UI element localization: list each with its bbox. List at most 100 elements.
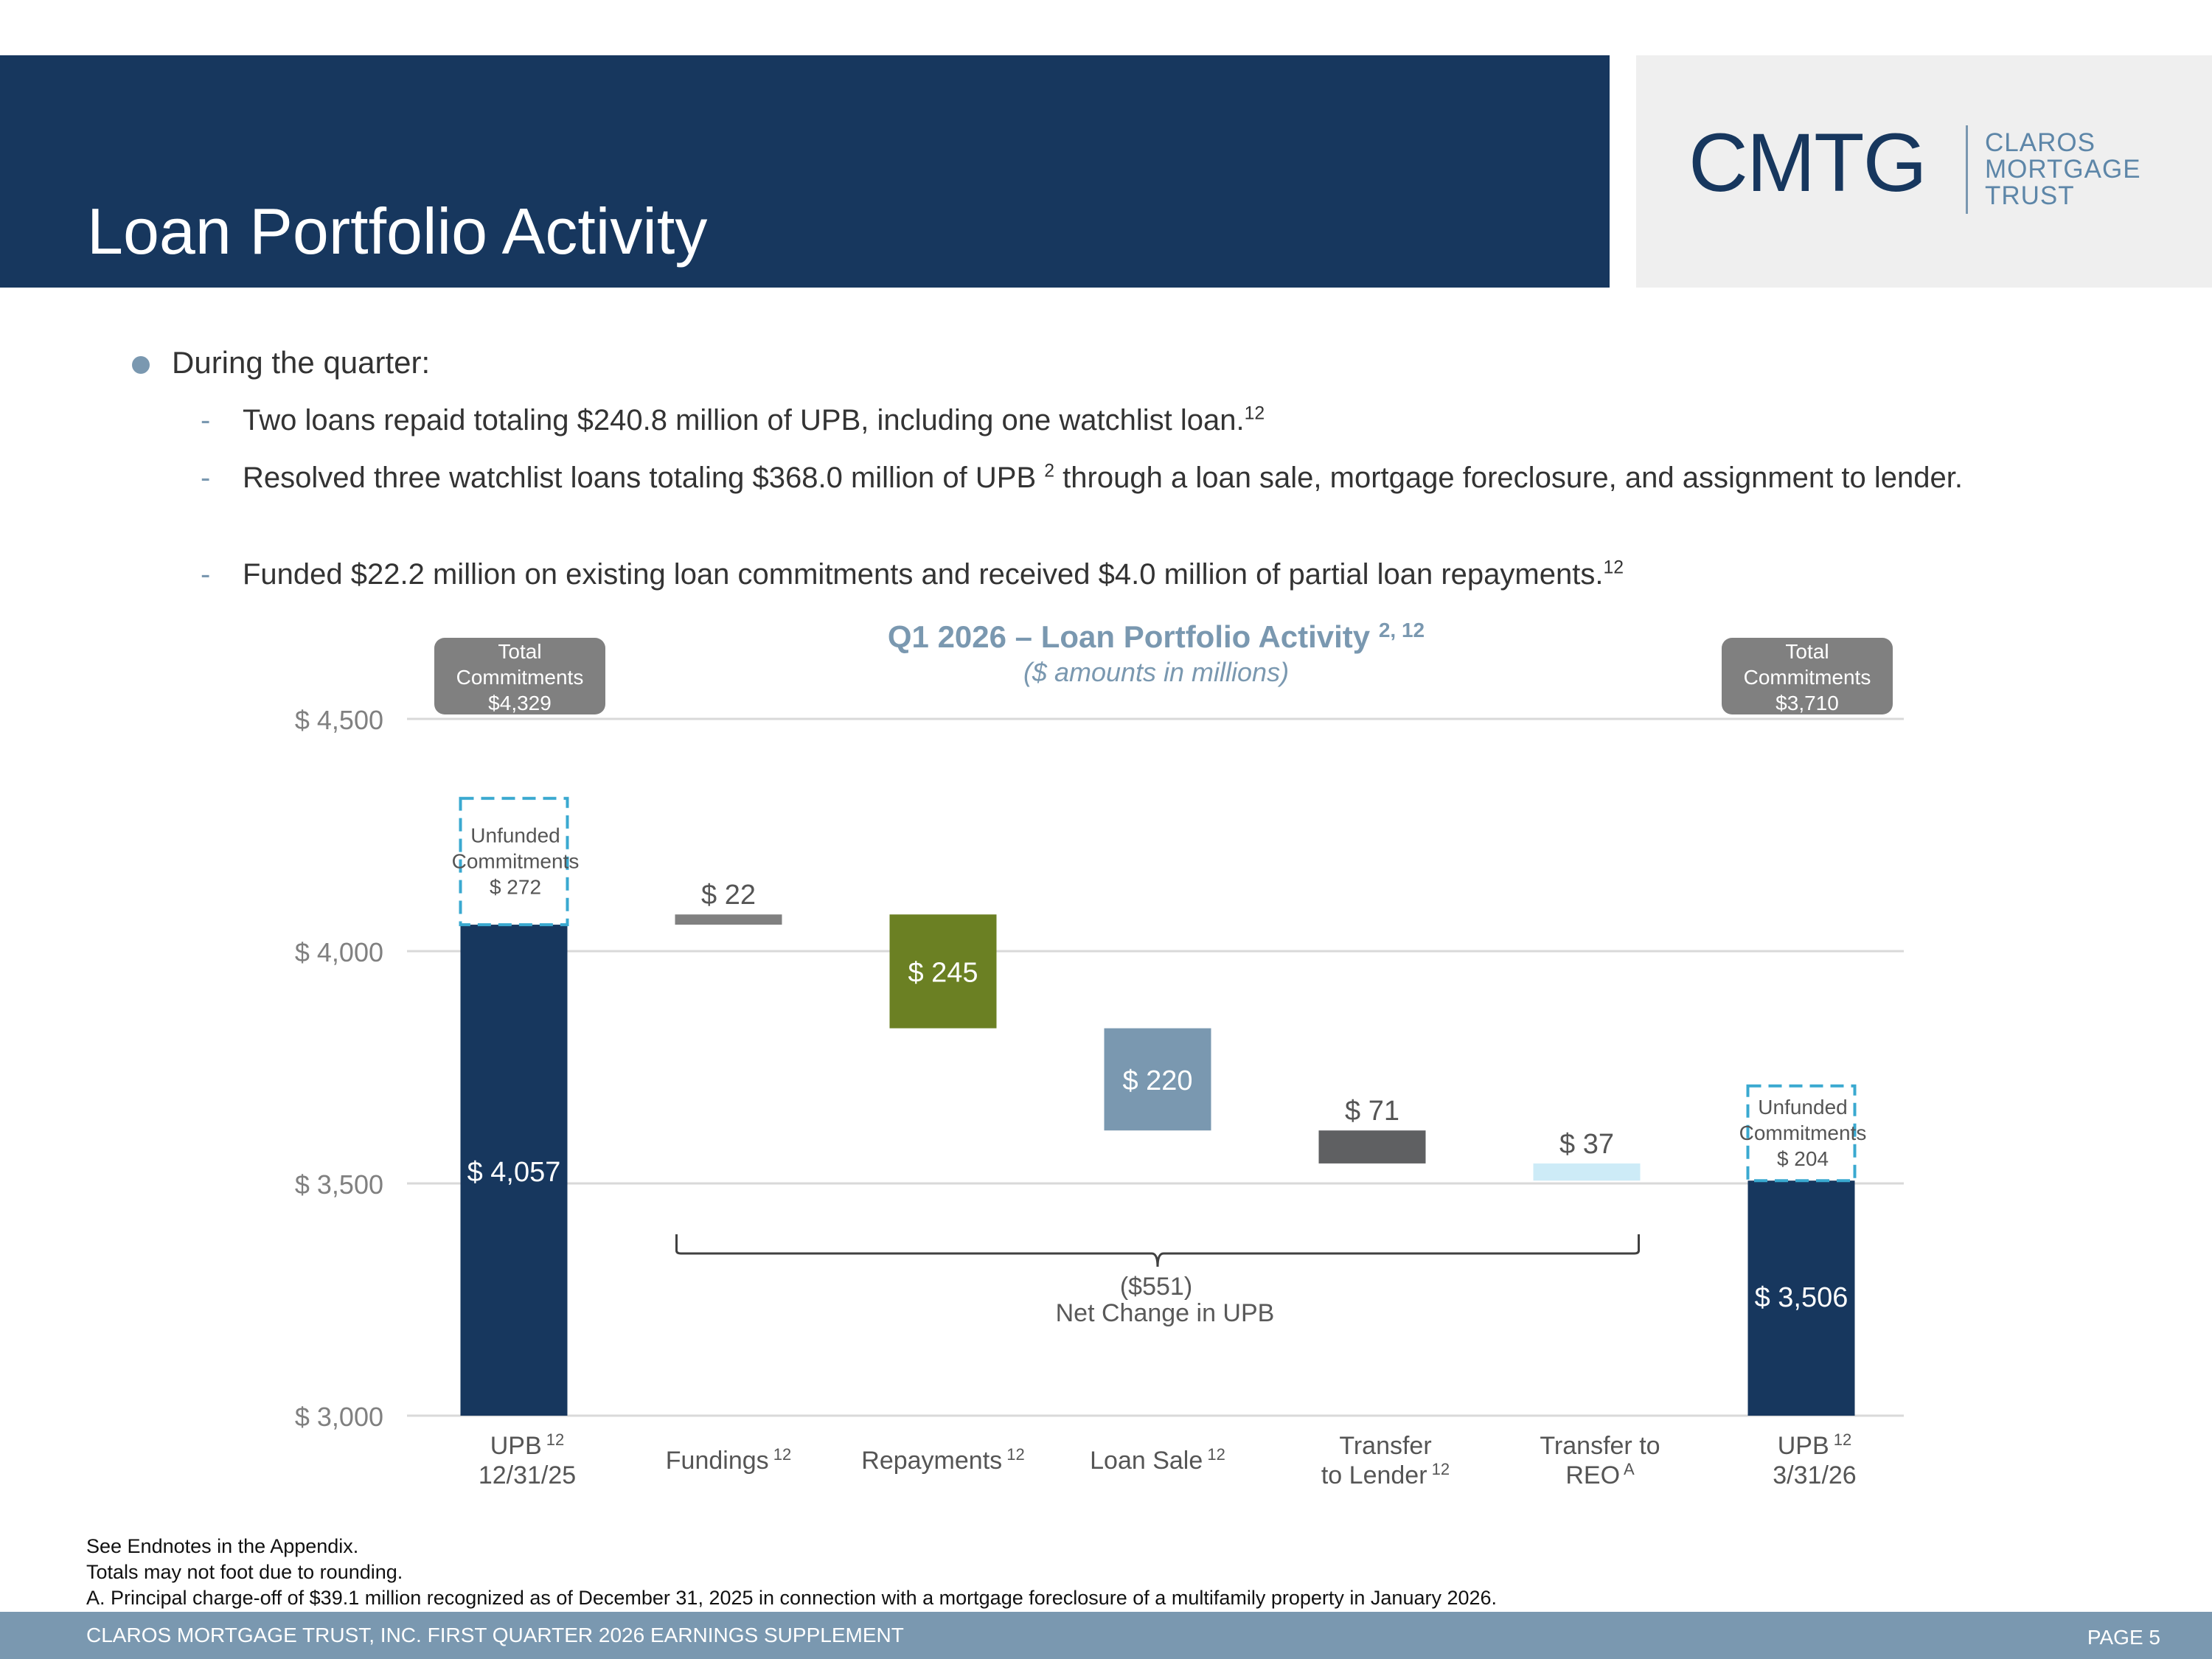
bar xyxy=(1747,1180,1855,1416)
logo-word: MORTGAGE xyxy=(1985,155,2141,184)
x-tick-text: to Lender xyxy=(1321,1461,1427,1489)
bar xyxy=(460,925,568,1416)
chart-title: Q1 2026 – Loan Portfolio Activity 2, 12 xyxy=(888,619,1425,654)
x-tick-text: Transfer to xyxy=(1540,1432,1660,1460)
bar xyxy=(1104,1028,1211,1131)
x-tick-label: 3/31/26 xyxy=(1773,1461,1856,1489)
bar xyxy=(1533,1163,1641,1181)
x-tick-text: UPB xyxy=(1778,1432,1829,1460)
dash-icon: - xyxy=(201,462,211,494)
x-tick-label: 12/31/25 xyxy=(479,1461,576,1489)
logo-box xyxy=(1636,55,2212,288)
title-bar xyxy=(0,55,1610,288)
logo-word: CLAROS xyxy=(1985,128,2096,157)
dash-icon: - xyxy=(201,404,211,437)
footnote: A. Principal charge-off of $39.1 million… xyxy=(86,1587,1498,1609)
bullet-sup: 2 xyxy=(1044,461,1055,481)
net-change-label: ($551) xyxy=(1120,1273,1192,1301)
net-change-bracket xyxy=(675,1234,1640,1267)
net-change-label: Net Change in UPB xyxy=(1056,1299,1275,1327)
data-label: $ 71 xyxy=(1345,1096,1399,1127)
chart-title-text: Q1 2026 – Loan Portfolio Activity xyxy=(888,619,1379,654)
x-tick-text: 12/31/25 xyxy=(479,1461,576,1489)
dash-icon: - xyxy=(201,558,211,591)
data-label: $ 3,506 xyxy=(1755,1282,1848,1313)
bullet-item: Resolved three watchlist loans totaling … xyxy=(243,459,2042,498)
unfunded-label: $ 272 xyxy=(490,875,541,898)
bullet-main: During the quarter: xyxy=(172,345,431,380)
bullet-item: Two loans repaid totaling $240.8 million… xyxy=(243,401,2042,440)
bar xyxy=(889,914,997,1029)
x-tick-label: Transfer xyxy=(1339,1432,1431,1460)
page-title: Loan Portfolio Activity xyxy=(87,195,708,268)
x-tick-sup: 12 xyxy=(1203,1445,1225,1464)
data-label: $ 22 xyxy=(701,880,756,911)
x-tick-label: Repayments 12 xyxy=(861,1445,1024,1475)
x-tick-label: REO A xyxy=(1565,1460,1635,1489)
x-tick-text: Transfer xyxy=(1339,1432,1431,1460)
bullet-text: Two loans repaid totaling $240.8 million… xyxy=(243,404,1245,437)
total-commitments-label: Commitments xyxy=(456,666,584,689)
x-tick-text: Repayments xyxy=(861,1447,1002,1475)
x-tick-label: Transfer to xyxy=(1540,1432,1660,1460)
logo-words: CLAROS MORTGAGE TRUST xyxy=(1985,130,2141,209)
bullet-text: Resolved three watchlist loans totaling … xyxy=(243,462,1037,494)
footer-bar: CLAROS MORTGAGE TRUST, INC. FIRST QUARTE… xyxy=(0,1612,2212,1659)
total-commitments-box xyxy=(434,638,605,714)
unfunded-box xyxy=(1746,1084,1857,1183)
bullet-text: Funded $22.2 million on existing loan co… xyxy=(243,558,1604,591)
x-tick-text: Loan Sale xyxy=(1090,1447,1203,1475)
y-tick-label: $ 4,500 xyxy=(295,705,383,735)
data-label: $ 37 xyxy=(1559,1129,1614,1160)
total-commitments-label: Total xyxy=(1785,640,1829,663)
x-tick-label: Fundings 12 xyxy=(666,1445,791,1475)
data-label: $ 4,057 xyxy=(467,1157,561,1188)
data-label: $ 245 xyxy=(908,957,978,988)
x-tick-label: UPB 12 xyxy=(1778,1430,1852,1460)
total-commitments-box xyxy=(1722,638,1893,714)
bullet-sup: 12 xyxy=(1244,403,1265,424)
x-tick-sup: A xyxy=(1620,1460,1635,1478)
x-tick-text: 3/31/26 xyxy=(1773,1461,1856,1489)
unfunded-label: Unfunded xyxy=(470,824,560,846)
total-commitments-label: $3,710 xyxy=(1775,692,1839,714)
unfunded-box xyxy=(459,796,569,927)
x-tick-label: UPB 12 xyxy=(490,1430,565,1460)
x-tick-label: to Lender 12 xyxy=(1321,1460,1450,1489)
total-commitments-label: $4,329 xyxy=(488,692,552,714)
chart-title-sup: 2, 12 xyxy=(1379,619,1425,641)
total-commitments-label: Commitments xyxy=(1744,666,1871,689)
bar xyxy=(675,914,782,925)
bullet-sup: 12 xyxy=(1603,557,1624,578)
x-tick-label: Loan Sale 12 xyxy=(1090,1445,1225,1475)
x-tick-sup: 12 xyxy=(1829,1430,1852,1449)
unfunded-label: Commitments xyxy=(452,849,580,872)
x-tick-text: Fundings xyxy=(666,1447,769,1475)
logo-divider xyxy=(1966,125,1968,214)
bullet-text: through a loan sale, mortgage foreclosur… xyxy=(1054,462,1963,494)
footnote: See Endnotes in the Appendix. xyxy=(86,1535,359,1557)
x-tick-text: REO xyxy=(1565,1461,1620,1489)
data-label: $ 220 xyxy=(1122,1065,1192,1096)
logo-mark: CMTG xyxy=(1688,116,1927,209)
bullet-dot-icon xyxy=(132,356,150,374)
x-tick-sup: 12 xyxy=(1002,1445,1025,1464)
unfunded-label: $ 204 xyxy=(1777,1147,1829,1170)
y-tick-label: $ 3,500 xyxy=(295,1169,383,1200)
footnote: Totals may not foot due to rounding. xyxy=(86,1561,403,1583)
y-tick-label: $ 4,000 xyxy=(295,937,383,967)
y-tick-label: $ 3,000 xyxy=(295,1402,383,1432)
page-number: PAGE 5 xyxy=(2087,1626,2160,1649)
footer-text: CLAROS MORTGAGE TRUST, INC. FIRST QUARTE… xyxy=(86,1624,904,1646)
x-tick-text: UPB xyxy=(490,1432,542,1460)
waterfall-chart: $ 3,000 $ 3,500 $ 4,000 $ 4,500 Q1 2026 – Lo… xyxy=(295,619,1904,1489)
footnotes: See Endnotes in the Appendix. Totals may… xyxy=(86,1534,1497,1611)
x-tick-sup: 12 xyxy=(542,1430,565,1449)
logo-word: TRUST xyxy=(1985,181,2075,210)
x-tick-sup: 12 xyxy=(769,1445,792,1464)
unfunded-label: Commitments xyxy=(1739,1121,1867,1144)
x-tick-sup: 12 xyxy=(1427,1460,1450,1478)
unfunded-label: Unfunded xyxy=(1758,1096,1847,1119)
bullet-item: Funded $22.2 million on existing loan co… xyxy=(243,555,2042,594)
total-commitments-label: Total xyxy=(498,640,541,663)
